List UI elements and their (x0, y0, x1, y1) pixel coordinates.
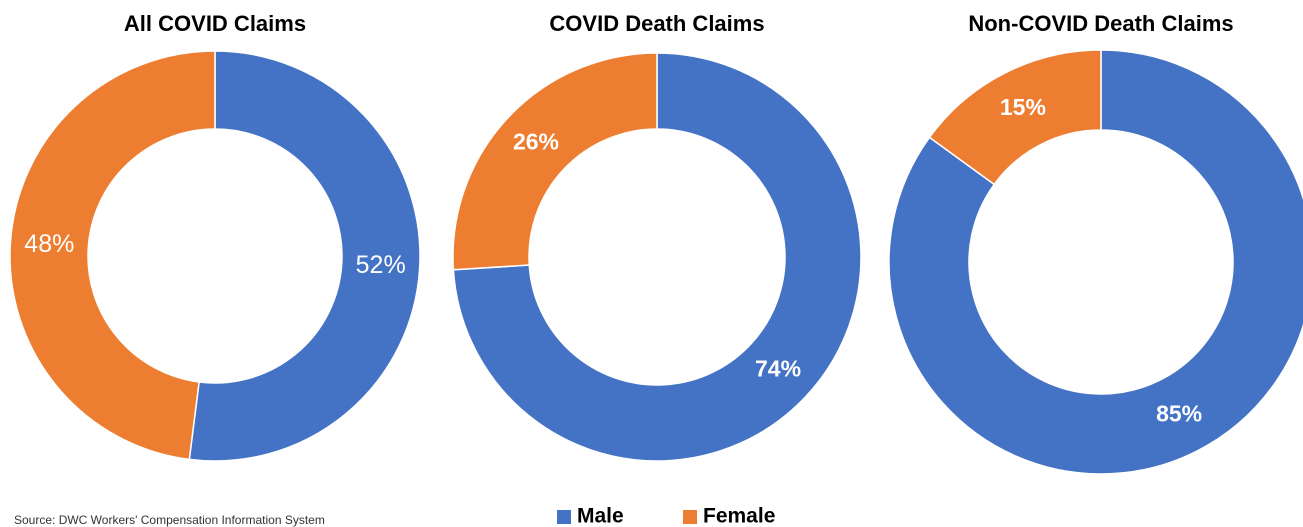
chart-title: Non-COVID Death Claims (968, 11, 1233, 36)
legend-label: Female (703, 505, 775, 527)
data-label: 74% (755, 356, 801, 382)
donut-segment (188, 50, 421, 462)
data-label: 85% (1156, 400, 1202, 426)
donut-segment (888, 49, 1303, 475)
legend-swatch (683, 510, 697, 524)
data-label: 48% (24, 230, 74, 258)
chart-title: COVID Death Claims (549, 11, 764, 36)
chart-title: All COVID Claims (124, 11, 306, 36)
donut-segment (452, 52, 658, 271)
legend-label: Male (577, 505, 624, 527)
source: Source: DWC Workers' Compensation Inform… (14, 513, 325, 527)
donut-segment (9, 50, 216, 461)
data-label: 26% (513, 128, 559, 154)
data-label: 52% (356, 251, 406, 279)
data-label: 15% (1000, 94, 1046, 120)
legend-swatch (557, 510, 571, 524)
donut-segment (452, 52, 862, 462)
donut-segment (928, 49, 1102, 186)
